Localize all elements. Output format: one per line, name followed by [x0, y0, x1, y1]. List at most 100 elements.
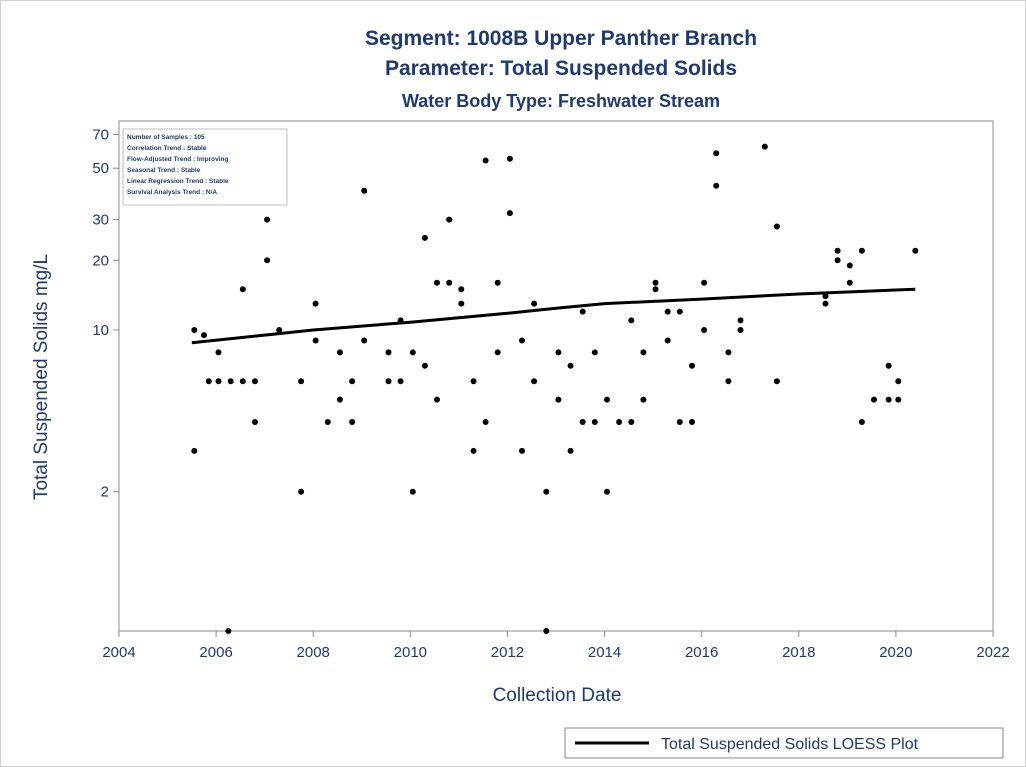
y-tick-label: 30 — [92, 212, 109, 229]
data-point — [519, 337, 525, 344]
data-point — [191, 447, 198, 454]
data-point — [506, 210, 513, 217]
data-point — [421, 234, 428, 241]
data-point — [312, 337, 319, 344]
stats-correlation: Correlation Trend : Stable — [127, 145, 207, 152]
data-point — [543, 628, 550, 634]
stats-flow-adjusted: Flow-Adjusted Trend : Improving — [127, 156, 229, 163]
data-point — [664, 308, 671, 315]
data-point — [858, 247, 865, 254]
x-tick-label: 2008 — [297, 644, 330, 661]
chart-subtitle: Parameter: Total Suspended Solids — [385, 57, 737, 80]
loess-line — [191, 287, 916, 345]
data-point — [725, 378, 732, 385]
data-point — [713, 182, 720, 189]
data-point — [264, 216, 271, 223]
x-tick-label: 2022 — [976, 644, 1009, 661]
data-point — [895, 396, 902, 403]
legend: Total Suspended Solids LOESS Plot — [564, 727, 1004, 759]
data-point — [591, 349, 598, 356]
data-point — [689, 419, 695, 425]
data-point — [531, 300, 538, 307]
data-point — [205, 378, 212, 385]
data-point — [446, 216, 453, 223]
data-point — [298, 378, 305, 385]
data-point — [215, 378, 222, 385]
data-point — [458, 300, 465, 307]
stats-samples: Number of Samples : 105 — [127, 134, 205, 141]
data-point — [421, 362, 428, 369]
data-point — [773, 223, 780, 230]
data-point — [531, 378, 538, 385]
data-point — [434, 279, 440, 286]
x-tick-label: 2010 — [394, 644, 427, 661]
y-tick-label: 2 — [101, 484, 109, 501]
data-point — [252, 378, 258, 385]
data-points — [191, 143, 919, 634]
data-point — [701, 279, 708, 286]
data-point — [885, 362, 892, 369]
stats-linear-regression: Linear Regression Trend : Stable — [127, 178, 229, 185]
data-point — [871, 396, 877, 403]
data-point — [676, 419, 683, 425]
data-point — [912, 247, 919, 254]
data-point — [225, 628, 232, 634]
data-point — [591, 419, 598, 425]
data-point — [628, 317, 635, 324]
data-point — [215, 349, 222, 356]
y-tick-label: 10 — [92, 322, 109, 339]
data-point — [264, 257, 271, 264]
data-point — [822, 300, 829, 307]
data-point — [397, 378, 404, 385]
data-point — [846, 279, 853, 286]
data-point — [482, 419, 489, 425]
data-point — [494, 349, 501, 356]
legend-label: Total Suspended Solids LOESS Plot — [661, 736, 919, 753]
data-point — [579, 419, 586, 425]
data-point — [761, 143, 768, 150]
data-point — [555, 349, 562, 356]
data-point — [298, 488, 305, 495]
x-tick-label: 2016 — [685, 644, 718, 661]
data-point — [664, 337, 671, 344]
data-point — [676, 308, 683, 315]
data-point — [239, 378, 246, 385]
x-tick-label: 2006 — [199, 644, 232, 661]
data-point — [470, 378, 477, 385]
data-point — [616, 419, 623, 425]
y-axis: 2 10 20 30 50 70 — [92, 126, 119, 501]
data-point — [361, 337, 368, 344]
chart-title: Segment: 1008B Upper Panther Branch — [365, 27, 757, 50]
data-point — [834, 247, 841, 254]
data-point — [579, 308, 586, 315]
x-tick-label: 2018 — [782, 644, 815, 661]
stats-box: Number of Samples : 105 Correlation Tren… — [122, 128, 288, 206]
data-point — [482, 157, 489, 164]
data-point — [555, 396, 562, 403]
data-point — [567, 362, 574, 369]
data-point — [725, 349, 732, 356]
data-point — [858, 419, 865, 425]
data-point — [519, 447, 525, 454]
x-tick-label: 2012 — [491, 644, 524, 661]
data-point — [446, 279, 453, 286]
data-point — [895, 378, 902, 385]
data-point — [543, 488, 550, 495]
data-point — [628, 419, 635, 425]
chart-subtitle-2: Water Body Type: Freshwater Stream — [402, 91, 720, 111]
data-point — [604, 488, 610, 495]
data-point — [604, 396, 610, 403]
y-tick-label: 50 — [92, 160, 109, 177]
y-tick-label: 70 — [92, 126, 109, 143]
data-point — [834, 257, 841, 264]
stats-seasonal: Seasonal Trend : Stable — [127, 167, 201, 174]
data-point — [773, 378, 780, 385]
x-axis-label: Collection Date — [493, 685, 622, 706]
plot-area — [118, 120, 994, 632]
data-point — [737, 317, 744, 324]
data-point — [361, 187, 368, 194]
data-point — [885, 396, 892, 403]
data-point — [239, 286, 246, 293]
data-point — [640, 396, 647, 403]
